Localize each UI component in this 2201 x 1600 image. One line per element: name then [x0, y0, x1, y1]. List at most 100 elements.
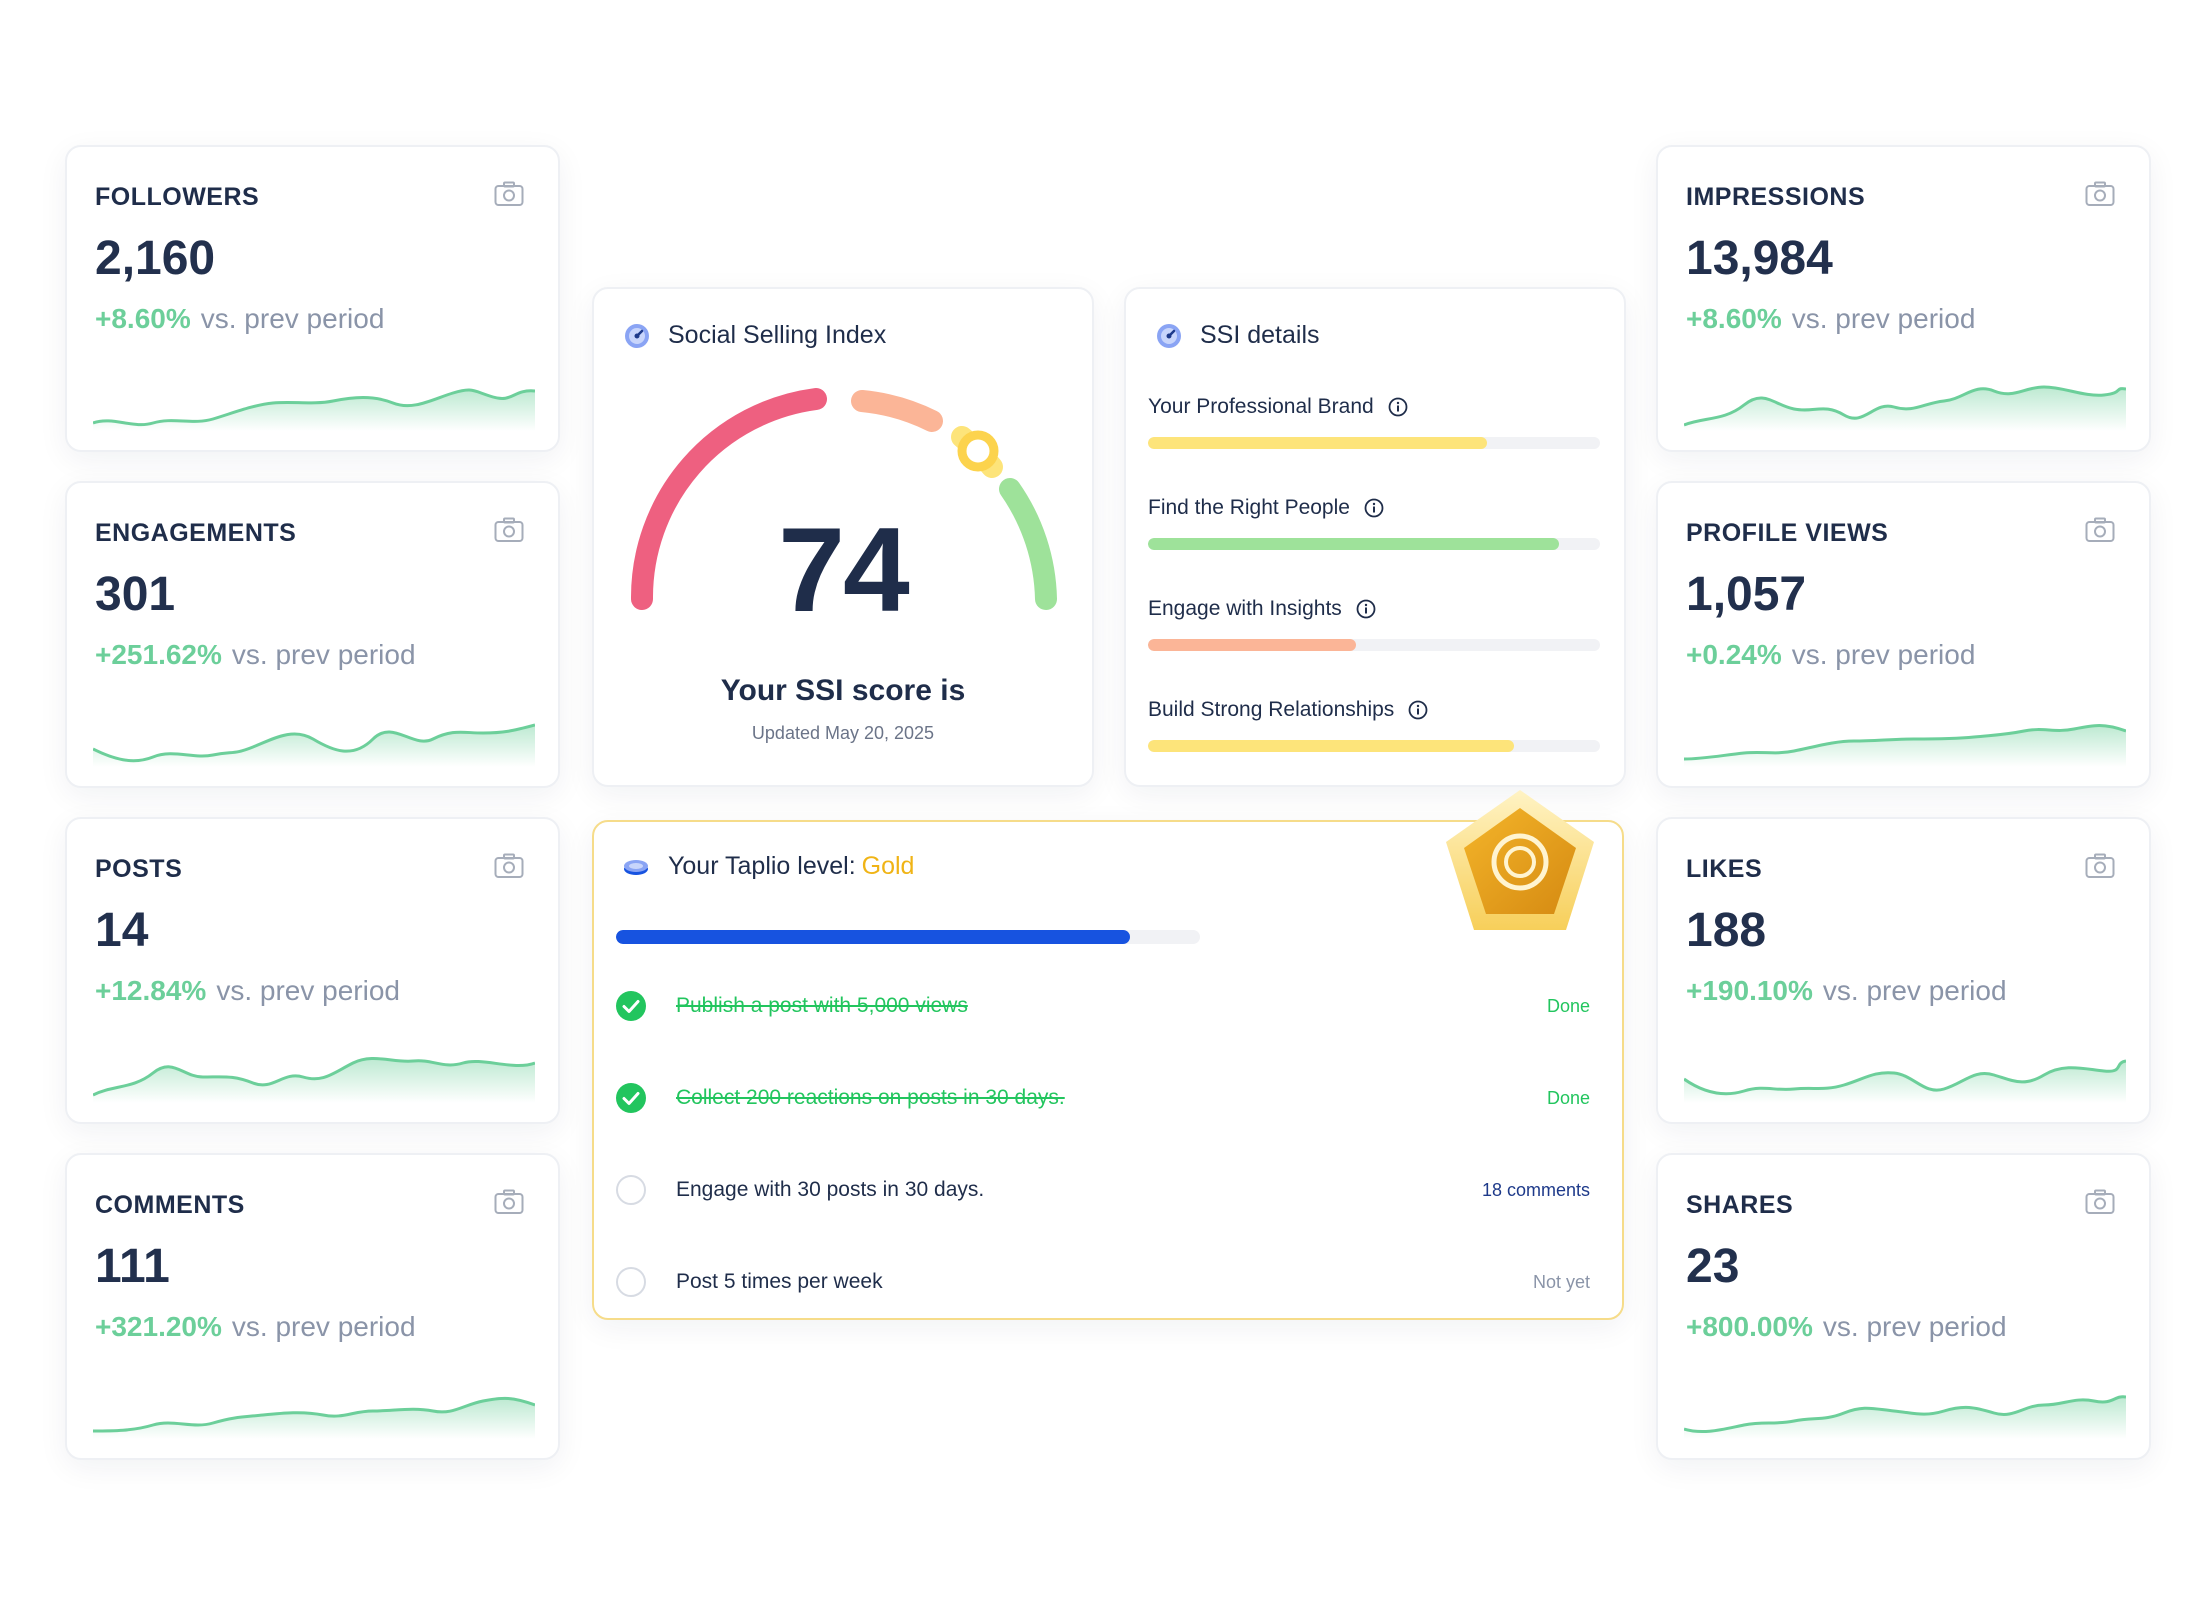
sparkline: [93, 1396, 535, 1439]
info-icon[interactable]: [1364, 498, 1384, 518]
stat-card-impressions: IMPRESSIONS 13,984 +8.60% vs. prev period: [1656, 145, 2151, 452]
task-text: Publish a post with 5,000 views: [676, 994, 968, 1017]
stat-change-suffix: vs. prev period: [1791, 303, 1976, 334]
ssi-title: Social Selling Index: [668, 321, 887, 349]
taplio-level-progress-fill: [616, 930, 1130, 944]
gauge-icon: [625, 323, 649, 348]
stat-value: 23: [1686, 1240, 1740, 1293]
sparkline: [93, 723, 535, 767]
task-status: Done: [1546, 1087, 1590, 1108]
stat-label: LIKES: [1686, 855, 1763, 883]
stat-value: 301: [95, 568, 176, 621]
camera-icon[interactable]: [494, 517, 524, 543]
taplio-level-name: Gold: [861, 852, 915, 880]
stat-value: 13,984: [1686, 232, 1833, 285]
taplio-level-progress: [616, 930, 1200, 944]
task-status-link[interactable]: 18 comments: [1481, 1179, 1590, 1200]
ssi-detail-insights: Engage with Insights: [1148, 597, 1600, 651]
info-icon[interactable]: [1356, 599, 1376, 619]
stat-change: +0.24% vs. prev period: [1686, 639, 1975, 671]
ssi-detail-fill: [1148, 538, 1560, 550]
sparkline: [1684, 385, 2126, 431]
taplio-level-card: Your Taplio level: Gold Publish a post w…: [592, 820, 1624, 1320]
check-icon[interactable]: [616, 1083, 646, 1113]
ssi-detail-fill: [1148, 437, 1487, 449]
checkbox[interactable]: [616, 1267, 646, 1297]
camera-icon[interactable]: [2085, 1189, 2115, 1215]
ssi-detail-label: Build Strong Relationships: [1148, 698, 1395, 721]
stat-label: FOLLOWERS: [95, 183, 260, 211]
camera-icon[interactable]: [494, 853, 524, 879]
stat-change: +8.60% vs. prev period: [95, 303, 384, 335]
task-status: Not yet: [1532, 1271, 1590, 1292]
ssi-details-title: SSI details: [1200, 321, 1320, 349]
ssi-detail-track: [1148, 639, 1600, 651]
stat-card-likes: LIKES 188 +190.10% vs. prev period: [1656, 817, 2151, 1124]
sparkline: [93, 1056, 535, 1103]
ssi-gauge: [630, 388, 1057, 610]
stat-label: POSTS: [95, 855, 183, 883]
ssi-details-card: SSI details Your Professional Brand Find…: [1124, 287, 1626, 787]
sparkline: [93, 388, 535, 431]
stat-change-suffix: vs. prev period: [216, 975, 400, 1006]
camera-icon[interactable]: [2085, 181, 2115, 207]
sparkline: [1684, 1395, 2126, 1439]
coin-icon: [624, 859, 648, 875]
stat-card-shares: SHARES 23 +800.00% vs. prev period: [1656, 1153, 2151, 1460]
ssi-detail-label: Engage with Insights: [1148, 597, 1342, 620]
sparkline: [1684, 724, 2126, 767]
ssi-detail-track: [1148, 538, 1600, 550]
ssi-detail-track: [1148, 437, 1600, 449]
ssi-detail-fill: [1148, 639, 1356, 651]
stat-change-percent: +0.24%: [1686, 639, 1782, 670]
stat-change-percent: +8.60%: [95, 303, 191, 334]
sparkline: [1684, 1059, 2126, 1103]
stat-card-followers: FOLLOWERS 2,160 +8.60% vs. prev period: [65, 145, 560, 452]
camera-icon[interactable]: [494, 1189, 524, 1215]
task-row: Publish a post with 5,000 views Done: [616, 988, 1590, 1024]
stat-change-suffix: vs. prev period: [200, 303, 385, 334]
ssi-score: 74: [778, 503, 909, 637]
stat-value: 1,057: [1686, 568, 1807, 621]
info-icon[interactable]: [1408, 700, 1428, 720]
stat-change: +12.84% vs. prev period: [95, 975, 400, 1007]
stat-change: +800.00% vs. prev period: [1686, 1311, 2007, 1343]
taplio-level-header: Your Taplio level: Gold: [622, 852, 914, 881]
ssi-detail-professional-brand: Your Professional Brand: [1148, 395, 1600, 449]
ssi-detail-right-people: Find the Right People: [1148, 496, 1600, 550]
camera-icon[interactable]: [494, 181, 524, 207]
task-text: Engage with 30 posts in 30 days.: [676, 1178, 985, 1201]
stat-change-suffix: vs. prev period: [231, 639, 416, 670]
ssi-score-label: Your SSI score is: [720, 674, 966, 707]
task-text: Post 5 times per week: [676, 1270, 883, 1293]
stat-card-profile-views: PROFILE VIEWS 1,057 +0.24% vs. prev perio…: [1656, 481, 2151, 788]
stat-label: PROFILE VIEWS: [1686, 519, 1889, 547]
stat-value: 188: [1686, 904, 1767, 957]
ssi-header: Social Selling Index: [624, 321, 886, 350]
task-row: Post 5 times per week Not yet: [616, 1264, 1590, 1300]
stat-card-comments: COMMENTS 111 +321.20% vs. prev period: [65, 1153, 560, 1460]
stat-change-percent: +800.00%: [1686, 1311, 1813, 1342]
camera-icon[interactable]: [2085, 517, 2115, 543]
stat-label: IMPRESSIONS: [1686, 183, 1866, 211]
task-row: Engage with 30 posts in 30 days. 18 comm…: [616, 1172, 1590, 1208]
stat-change-percent: +251.62%: [95, 639, 222, 670]
camera-icon[interactable]: [2085, 853, 2115, 879]
stat-value: 14: [95, 904, 149, 957]
stat-change-percent: +8.60%: [1686, 303, 1782, 334]
stat-change: +251.62% vs. prev period: [95, 639, 416, 671]
stat-change-suffix: vs. prev period: [1822, 975, 2007, 1006]
stat-change-suffix: vs. prev period: [1791, 639, 1976, 670]
stat-change-suffix: vs. prev period: [1822, 1311, 2007, 1342]
ssi-detail-fill: [1148, 740, 1515, 752]
checkbox[interactable]: [616, 1175, 646, 1205]
stat-change-percent: +190.10%: [1686, 975, 1813, 1006]
stat-change-suffix: vs. prev period: [231, 1311, 416, 1342]
gauge-icon: [1157, 323, 1181, 348]
info-icon[interactable]: [1388, 397, 1408, 417]
stat-card-engagements: ENGAGEMENTS 301 +251.62% vs. prev period: [65, 481, 560, 788]
ssi-details-header: SSI details: [1156, 321, 1320, 350]
stat-value: 111: [95, 1240, 170, 1293]
check-icon[interactable]: [616, 991, 646, 1021]
stat-label: ENGAGEMENTS: [95, 519, 297, 547]
